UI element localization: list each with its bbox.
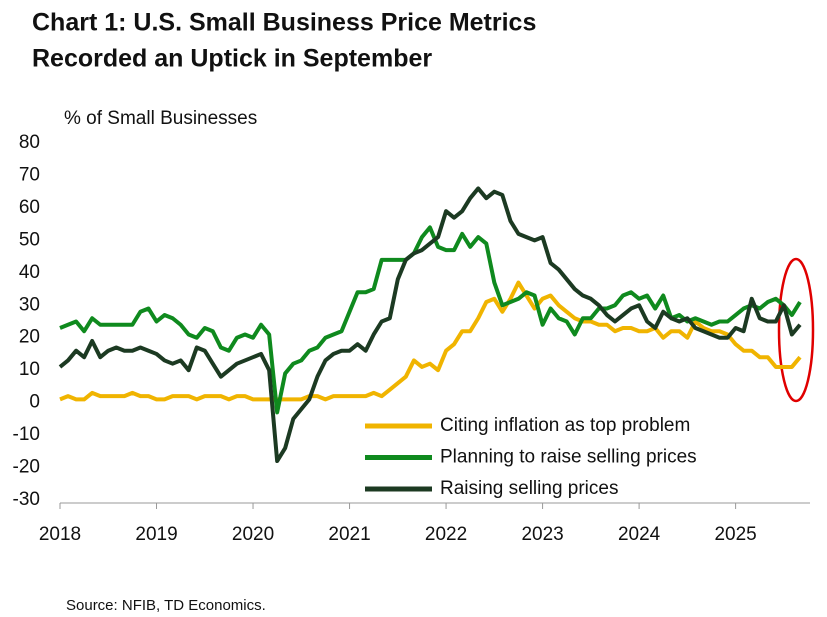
chart-title: Recorded an Uptick in September	[32, 45, 432, 73]
y-tick-label: 40	[19, 262, 40, 283]
y-axis-label: % of Small Businesses	[64, 108, 257, 129]
source: Source: NFIB, TD Economics.	[66, 597, 266, 614]
y-tick-label: -30	[13, 489, 40, 510]
y-tick-label: -20	[13, 457, 40, 478]
y-tick-label: 30	[19, 294, 40, 315]
x-tick-label: 2022	[425, 524, 467, 545]
y-tick-label: 0	[29, 392, 40, 413]
series-line	[59, 225, 802, 415]
y-tick-label: 50	[19, 229, 40, 250]
x-tick-label: 2019	[135, 524, 177, 545]
x-tick-label: 2024	[618, 524, 661, 545]
chart-title: Chart 1: U.S. Small Business Price Metri…	[32, 9, 536, 37]
x-tick-label: 2020	[232, 524, 274, 545]
highlight-ellipse	[777, 257, 815, 403]
legend-label: Planning to raise selling prices	[440, 447, 697, 468]
x-tick-label: 2023	[521, 524, 563, 545]
legend-label: Citing inflation as top problem	[440, 415, 690, 436]
x-tick-label: 2021	[328, 524, 370, 545]
y-tick-label: 80	[19, 132, 40, 153]
y-tick-label: 20	[19, 327, 40, 348]
y-tick-label: -10	[13, 424, 40, 445]
series-line	[59, 280, 802, 402]
series-line	[58, 186, 802, 464]
x-tick-label: 2025	[714, 524, 756, 545]
y-tick-label: 10	[19, 359, 40, 380]
y-tick-label: 60	[19, 197, 40, 218]
y-tick-label: 70	[19, 164, 40, 185]
legend-label: Raising selling prices	[440, 478, 618, 499]
x-tick-label: 2018	[39, 524, 81, 545]
